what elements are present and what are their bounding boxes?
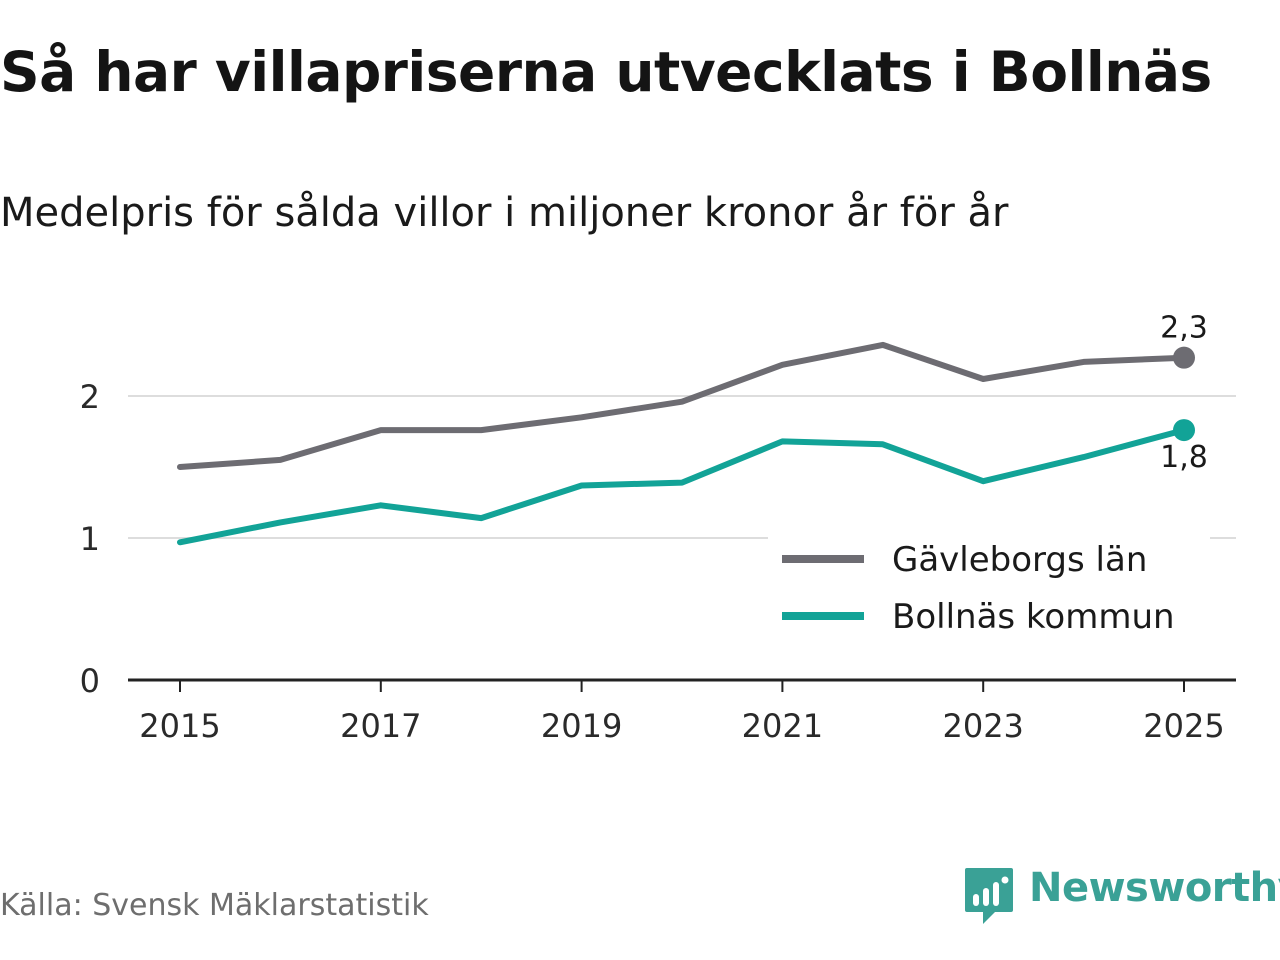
x-tick-label: 2023: [942, 707, 1023, 745]
series-line-kommun: [177, 427, 1187, 546]
y-tick-label: 1: [80, 520, 100, 558]
y-tick-label: 2: [80, 378, 100, 416]
legend-label-kommun: Bollnäs kommun: [892, 597, 1175, 637]
series-endpoint-kommun: [1173, 419, 1195, 442]
x-tick-label: 2017: [340, 707, 421, 745]
chart-title: Så har villapriserna utvecklats i Bollnä…: [0, 40, 1212, 104]
chart-subtitle: Medelpris för sålda villor i miljoner kr…: [0, 190, 1009, 236]
series-endpoint-lan: [1173, 346, 1195, 369]
end-label-lan: 2,3: [1160, 311, 1208, 346]
source-note: Källa: Svensk Mäklarstatistik: [0, 888, 429, 923]
brand[interactable]: Newsworthy: [963, 862, 1280, 932]
x-tick-label: 2019: [541, 707, 622, 745]
legend-background: [768, 530, 1210, 650]
brand-name: Newsworthy: [1029, 865, 1280, 911]
x-tick-label: 2015: [139, 707, 220, 745]
legend-label-lan: Gävleborgs län: [892, 540, 1147, 580]
series-line-lan: [177, 341, 1187, 470]
x-tick-label: 2021: [742, 707, 823, 745]
newsworthy-logo-icon: [965, 868, 1013, 924]
end-label-kommun: 1,8: [1160, 440, 1208, 475]
y-tick-label: 0: [80, 662, 100, 700]
x-tick-label: 2025: [1143, 707, 1224, 745]
